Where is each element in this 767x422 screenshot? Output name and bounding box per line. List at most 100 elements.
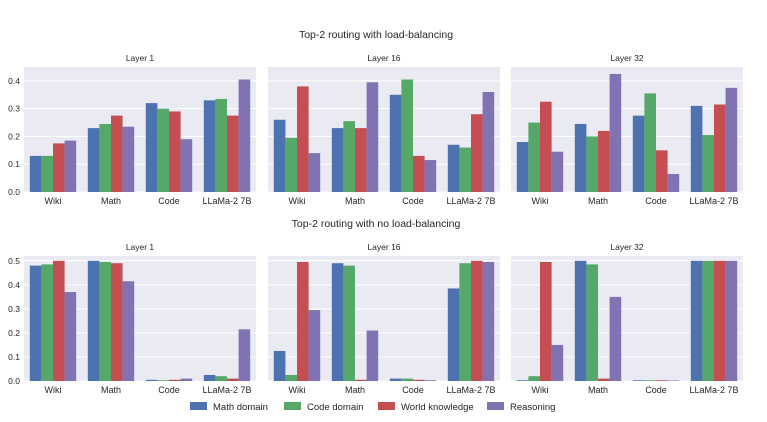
bar-world-knowledge-llama-2-7b xyxy=(471,114,483,192)
x-tick-label: Math xyxy=(588,196,608,206)
panel-title: Layer 32 xyxy=(610,242,643,252)
panel-row1-col2: Wiki Math Code LLaMa-2 7B Layer 16 xyxy=(268,53,500,206)
bar-math-domain-code xyxy=(389,94,402,192)
x-tick-label: Code xyxy=(158,385,180,395)
row-title-no-load-balancing: Top-2 routing with no load-balancing xyxy=(292,218,461,230)
y-tick-label: 0.3 xyxy=(8,104,20,114)
bar-reasoning-wiki xyxy=(308,310,321,381)
bar-world-knowledge-math xyxy=(598,130,610,192)
bar-world-knowledge-code xyxy=(169,111,181,192)
bar-code-domain-llama-2-7b xyxy=(702,260,714,381)
x-tick-label: Wiki xyxy=(45,385,62,395)
legend: Math domain Code domain World knowledge … xyxy=(190,402,555,413)
row-title-load-balancing: Top-2 routing with load-balancing xyxy=(299,29,453,41)
bar-code-domain-math xyxy=(99,262,111,381)
bar-code-domain-code xyxy=(644,93,656,192)
bar-world-knowledge-math xyxy=(111,263,123,381)
panel-row2-col3: Wiki Math Code LLaMa-2 7B Layer 32 xyxy=(511,242,743,395)
bar-math-domain-math xyxy=(87,128,100,192)
bar-reasoning-wiki xyxy=(308,153,321,192)
bar-world-knowledge-math xyxy=(355,379,367,381)
x-tick-label: Math xyxy=(101,385,121,395)
bar-world-knowledge-code xyxy=(656,150,668,192)
panel-title: Layer 32 xyxy=(610,53,643,63)
bar-reasoning-math xyxy=(122,281,135,381)
legend-label-reasoning: Reasoning xyxy=(510,402,555,413)
bar-math-domain-wiki xyxy=(516,142,529,192)
bar-math-domain-math xyxy=(331,263,344,381)
bar-math-domain-wiki xyxy=(273,119,286,192)
bar-math-domain-wiki xyxy=(29,155,42,192)
bar-code-domain-code xyxy=(157,380,169,381)
bar-reasoning-math xyxy=(366,330,379,381)
bar-code-domain-llama-2-7b xyxy=(215,376,227,381)
bar-reasoning-llama-2-7b xyxy=(482,92,495,192)
panel-title: Layer 16 xyxy=(367,53,400,63)
bar-code-domain-code xyxy=(644,380,656,381)
x-tick-label: Wiki xyxy=(289,385,306,395)
bar-math-domain-math xyxy=(574,123,587,192)
x-tick-label: Code xyxy=(645,385,667,395)
bar-code-domain-wiki xyxy=(528,122,540,192)
x-tick-label: Math xyxy=(345,385,365,395)
bar-reasoning-llama-2-7b xyxy=(238,329,251,381)
bar-code-domain-llama-2-7b xyxy=(459,147,471,192)
x-tick-label: LLaMa-2 7B xyxy=(689,385,738,395)
bar-code-domain-wiki xyxy=(285,374,297,381)
bar-code-domain-code xyxy=(401,378,413,381)
y-tick-label: 0.4 xyxy=(8,280,20,290)
x-tick-label: Wiki xyxy=(289,196,306,206)
panel-row1-col1: Wiki Math Code LLaMa-2 7B Layer 1 0.0 0.1 0.2 0.… xyxy=(8,53,256,206)
y-tick-label: 0.0 xyxy=(8,187,20,197)
y-tick-label: 0.1 xyxy=(8,159,20,169)
bar-math-domain-wiki xyxy=(273,350,286,381)
legend-swatch-world-knowledge xyxy=(378,402,395,410)
bar-math-domain-math xyxy=(331,128,344,192)
bar-world-knowledge-math xyxy=(111,115,123,192)
x-tick-label: Math xyxy=(345,196,365,206)
bar-reasoning-llama-2-7b xyxy=(482,262,495,381)
x-tick-label: Wiki xyxy=(45,196,62,206)
bar-world-knowledge-code xyxy=(169,379,181,381)
bar-code-domain-math xyxy=(586,136,598,192)
legend-swatch-reasoning xyxy=(487,402,504,410)
y-tick-label: 0.5 xyxy=(8,256,20,266)
bar-reasoning-llama-2-7b xyxy=(238,79,251,192)
bar-world-knowledge-code xyxy=(413,379,425,381)
bar-math-domain-llama-2-7b xyxy=(203,100,216,192)
bar-world-knowledge-wiki xyxy=(297,262,309,381)
panel-title: Layer 1 xyxy=(126,53,155,63)
legend-label-math-domain: Math domain xyxy=(213,402,268,413)
bar-reasoning-wiki xyxy=(551,344,564,381)
x-tick-label: LLaMa-2 7B xyxy=(202,196,251,206)
bar-code-domain-math xyxy=(343,121,355,192)
bar-world-knowledge-llama-2-7b xyxy=(471,260,483,381)
legend-label-code-domain: Code domain xyxy=(307,402,364,413)
bar-math-domain-code xyxy=(389,378,402,381)
bar-world-knowledge-llama-2-7b xyxy=(714,104,726,192)
bar-math-domain-llama-2-7b xyxy=(447,144,460,192)
bar-world-knowledge-wiki xyxy=(53,260,65,381)
x-tick-label: LLaMa-2 7B xyxy=(446,385,495,395)
x-tick-label: Code xyxy=(158,196,180,206)
panels: Wiki Math Code LLaMa-2 7B Layer 1 0.0 0.1 0.2 0.… xyxy=(8,53,743,395)
bar-world-knowledge-code xyxy=(413,155,425,192)
x-tick-label: Code xyxy=(645,196,667,206)
legend-label-world-knowledge: World knowledge xyxy=(401,402,474,413)
bar-reasoning-math xyxy=(366,82,379,192)
bar-reasoning-code xyxy=(424,380,437,381)
bar-math-domain-llama-2-7b xyxy=(690,260,703,381)
bar-world-knowledge-llama-2-7b xyxy=(714,260,726,381)
x-tick-label: Math xyxy=(101,196,121,206)
bar-world-knowledge-wiki xyxy=(297,86,309,192)
bar-code-domain-math xyxy=(343,265,355,381)
bar-math-domain-math xyxy=(574,260,587,381)
legend-swatch-code-domain xyxy=(284,402,301,410)
bar-reasoning-llama-2-7b xyxy=(725,260,738,381)
bar-math-domain-wiki xyxy=(516,380,529,381)
y-tick-label: 0.2 xyxy=(8,328,20,338)
panel-row2-col1: Wiki Math Code LLaMa-2 7B Layer 1 0.0 0.1 0.2 0.… xyxy=(8,242,256,395)
bar-world-knowledge-wiki xyxy=(540,262,552,381)
y-tick-label: 0.0 xyxy=(8,376,20,386)
bar-code-domain-wiki xyxy=(285,137,297,192)
